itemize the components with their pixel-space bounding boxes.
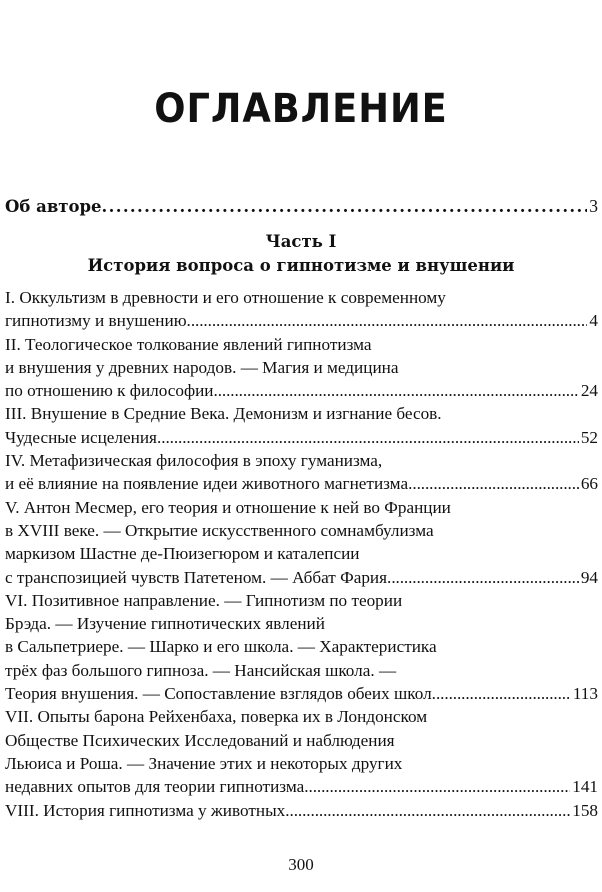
toc-entry-page: 4 bbox=[589, 311, 598, 331]
toc-entry-text: VI. Позитивное направление. — Гипнотизм … bbox=[5, 590, 403, 610]
toc-entry[interactable]: VI. Позитивное направление. — Гипнотизм … bbox=[5, 589, 598, 705]
toc-entry-line: Брэда. — Изучение гипнотических явлений bbox=[5, 612, 598, 635]
toc-entry-line: в XVIII веке. — Открытие искусственного … bbox=[5, 519, 598, 542]
toc-entry-page: 24 bbox=[580, 381, 598, 401]
toc-entry-text: недавних опытов для теории гипнотизма. bbox=[5, 777, 309, 797]
toc-entry-line: III. Внушение в Средние Века. Демонизм и… bbox=[5, 402, 598, 425]
toc-entry-text: II. Теологическое толкование явлений гип… bbox=[5, 334, 372, 354]
toc-entry-line: маркизом Шастне де-Пюизегюром и каталепс… bbox=[5, 542, 598, 565]
toc-entry[interactable]: VII. Опыты барона Рейхенбаха, поверка их… bbox=[5, 705, 598, 798]
toc-entry-line: недавних опытов для теории гипнотизма. 14… bbox=[5, 775, 598, 798]
toc-entries: I. Оккультизм в древности и его отношени… bbox=[5, 286, 598, 822]
toc-entry-text: и внушения у древних народов. — Магия и … bbox=[5, 357, 399, 377]
dot-leader bbox=[191, 309, 588, 332]
toc-entry-text: VIII. История гипнотизма у животных. bbox=[5, 800, 290, 820]
toc-entry-page: 66 bbox=[580, 474, 598, 494]
part-title: История вопроса о гипнотизме и внушении bbox=[87, 256, 515, 275]
dot-leader bbox=[102, 195, 588, 218]
toc-entry-line: I. Оккультизм в древности и его отношени… bbox=[5, 286, 598, 309]
toc-entry-page: 141 bbox=[572, 777, 598, 797]
part-number: Часть I bbox=[265, 232, 337, 251]
toc-entry-text: V. Антон Месмер, его теория и отношение … bbox=[5, 497, 451, 517]
toc-entry-text: Обществе Психических Исследований и набл… bbox=[5, 730, 395, 750]
toc-entry[interactable]: II. Теологическое толкование явлений гип… bbox=[5, 333, 598, 403]
toc-entry[interactable]: VIII. История гипнотизма у животных. 158 bbox=[5, 799, 598, 822]
page-number: 300 bbox=[288, 855, 314, 874]
toc-entry-line: гипнотизму и внушению. 4 bbox=[5, 309, 598, 332]
toc-entry-line: и её влияние на появление идеи животного… bbox=[5, 472, 598, 495]
toc-entry-line: Чудесные исцеления. 52 bbox=[5, 426, 598, 449]
toc-entry-page: 113 bbox=[572, 684, 598, 704]
dot-leader bbox=[391, 566, 578, 589]
toc-entry[interactable]: III. Внушение в Средние Века. Демонизм и… bbox=[5, 402, 598, 449]
toc-entry-text: в Сальпетриере. — Шарко и его школа. — Х… bbox=[5, 637, 437, 657]
toc-entry-line: VII. Опыты барона Рейхенбаха, поверка их… bbox=[5, 705, 598, 728]
toc-entry-line: трёх фаз большого гипноза. — Нансийская … bbox=[5, 659, 598, 682]
toc-entry-text: IV. Метафизическая философия в эпоху гум… bbox=[5, 451, 383, 471]
toc-entry-text: Теория внушения. — Сопоставление взглядо… bbox=[5, 684, 436, 704]
toc-entry-line: VIII. История гипнотизма у животных. 158 bbox=[5, 799, 598, 822]
toc-entry-text: Льюиса и Роша. — Значение этих и некотор… bbox=[5, 753, 403, 773]
toc-entry[interactable]: IV. Метафизическая философия в эпоху гум… bbox=[5, 449, 598, 496]
toc-entry-line: Теория внушения. — Сопоставление взглядо… bbox=[5, 682, 598, 705]
toc-entry-line: Льюиса и Роша. — Значение этих и некотор… bbox=[5, 752, 598, 775]
toc-entry-text: по отношению к философии bbox=[5, 381, 214, 401]
toc-entry-text: Брэда. — Изучение гипнотических явлений bbox=[5, 614, 325, 634]
page-title: ОГЛАВЛЕНИЕ bbox=[154, 86, 448, 132]
toc-entry-text: I. Оккультизм в древности и его отношени… bbox=[5, 288, 446, 307]
toc-entry[interactable]: I. Оккультизм в древности и его отношени… bbox=[5, 286, 598, 333]
dot-leader bbox=[161, 426, 579, 449]
toc-entry-text: трёх фаз большого гипноза. — Нансийская … bbox=[5, 660, 397, 680]
dot-leader bbox=[412, 472, 578, 495]
toc-entry-line: II. Теологическое толкование явлений гип… bbox=[5, 333, 598, 356]
toc-entry-page: 158 bbox=[572, 800, 598, 820]
toc-entry-page: 3 bbox=[589, 196, 598, 216]
toc-entry-line: по отношению к философии 24 bbox=[5, 379, 598, 402]
toc-entry-line: в Сальпетриере. — Шарко и его школа. — Х… bbox=[5, 635, 598, 658]
toc-entry-text: гипнотизму и внушению. bbox=[5, 311, 191, 331]
toc-entry-text: в XVIII веке. — Открытие искусственного … bbox=[5, 520, 434, 540]
toc-entry-text: маркизом Шастне де-Пюизегюром и каталепс… bbox=[5, 544, 360, 564]
toc-entry-text: VII. Опыты барона Рейхенбаха, поверка их… bbox=[5, 707, 428, 727]
dot-leader bbox=[214, 379, 579, 402]
dot-leader bbox=[436, 682, 571, 705]
dot-leader bbox=[309, 775, 571, 798]
dot-leader bbox=[290, 799, 571, 822]
toc-entry-line: с транспозицией чувств Патетеном. — Абба… bbox=[5, 566, 598, 589]
toc-entry-line: и внушения у древних народов. — Магия и … bbox=[5, 356, 598, 379]
toc-entry-line: IV. Метафизическая философия в эпоху гум… bbox=[5, 449, 598, 472]
toc-entry-text: и её влияние на появление идеи животного… bbox=[5, 474, 413, 494]
toc-entry-label: Об авторе bbox=[5, 197, 102, 216]
toc-entry-page: 94 bbox=[580, 567, 598, 587]
toc-entry-page: 52 bbox=[580, 427, 598, 447]
toc-entry[interactable]: V. Антон Месмер, его теория и отношение … bbox=[5, 496, 598, 589]
toc-entry-about-author[interactable]: Об авторе 3 bbox=[5, 195, 598, 218]
toc-entry-line: Обществе Психических Исследований и набл… bbox=[5, 729, 598, 752]
toc-entry-line: V. Антон Месмер, его теория и отношение … bbox=[5, 496, 598, 519]
toc-entry-text: Чудесные исцеления. bbox=[5, 427, 162, 447]
toc-entry-line: VI. Позитивное направление. — Гипнотизм … bbox=[5, 589, 598, 612]
toc-entry-text: с транспозицией чувств Патетеном. — Абба… bbox=[5, 567, 392, 587]
toc-entry-text: III. Внушение в Средние Века. Демонизм и… bbox=[5, 404, 442, 424]
